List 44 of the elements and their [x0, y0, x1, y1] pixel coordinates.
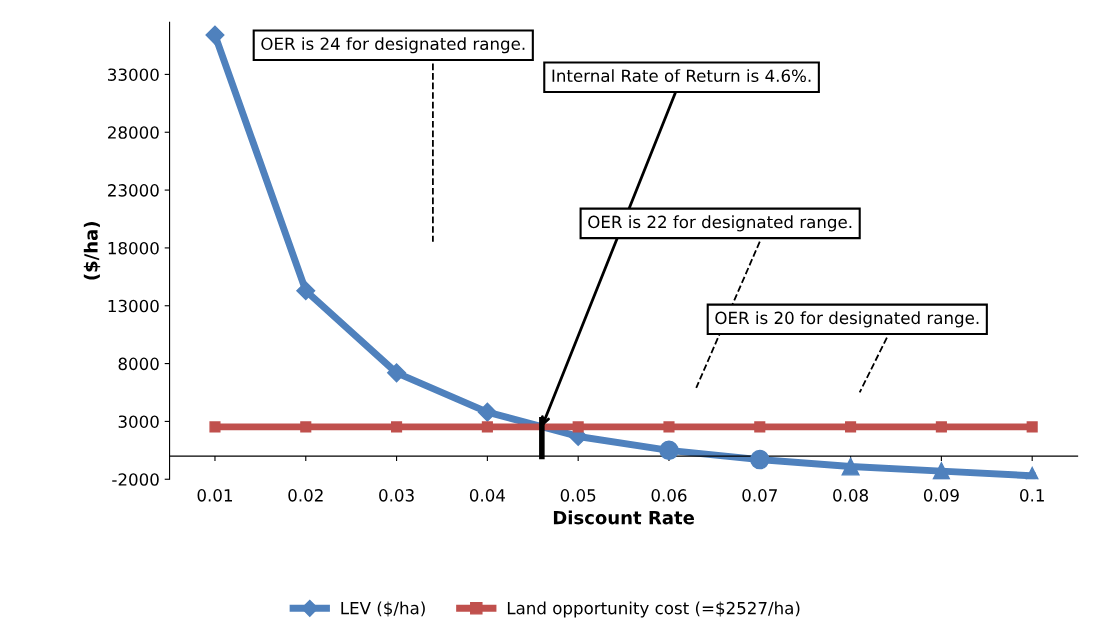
y-tick-label: 18000 — [108, 241, 159, 255]
x-tick-label: 0.07 — [742, 489, 777, 502]
point — [932, 462, 951, 480]
point — [663, 421, 675, 433]
x-tick-label: 0.01 — [197, 489, 232, 502]
x-tick-label: 0.05 — [560, 489, 596, 502]
point — [845, 421, 857, 433]
point — [572, 421, 584, 433]
y-tick-label: 28000 — [108, 126, 159, 139]
point — [659, 440, 679, 461]
legend-label: Land opportunity cost (=$2527/ha) — [507, 601, 800, 618]
x-tick-label: 0.04 — [469, 489, 505, 502]
annotation: OER is 20 for designated range. — [715, 311, 979, 328]
point — [477, 402, 497, 422]
point — [300, 421, 312, 433]
annotation: OER is 24 for designated range. — [261, 37, 525, 54]
point — [935, 421, 947, 433]
y-tick-label: 8000 — [118, 357, 159, 371]
x-tick-label: 0.02 — [288, 489, 323, 502]
point — [391, 421, 403, 433]
point — [205, 25, 225, 45]
y-tick-label: 23000 — [108, 184, 159, 197]
point — [387, 363, 407, 383]
y-tick-label: 33000 — [108, 68, 159, 81]
point — [481, 421, 493, 433]
y-tick-label: 13000 — [108, 299, 159, 313]
x-tick-label: 0.1 — [1020, 489, 1044, 502]
x-tick-label: 0.03 — [379, 489, 414, 502]
point — [1026, 421, 1038, 433]
x-tick-label: 0.08 — [833, 489, 868, 502]
point — [296, 281, 316, 301]
y-tick-label: 3000 — [118, 415, 159, 428]
x-axis-title: Discount Rate — [553, 510, 695, 525]
point — [750, 449, 770, 470]
point — [841, 457, 860, 476]
x-tick-label: 0.09 — [923, 489, 959, 502]
y-axis-title: ($/ha) — [83, 222, 101, 280]
y-tick-label: -2000 — [112, 473, 159, 486]
annotation: Internal Rate of Return is 4.6%. — [552, 69, 811, 83]
annotation: OER is 22 for designated range. — [588, 215, 852, 232]
point — [754, 421, 766, 433]
point — [209, 421, 221, 433]
x-tick-label: 0.06 — [651, 489, 687, 502]
legend-label: LEV ($/ha) — [341, 601, 425, 617]
